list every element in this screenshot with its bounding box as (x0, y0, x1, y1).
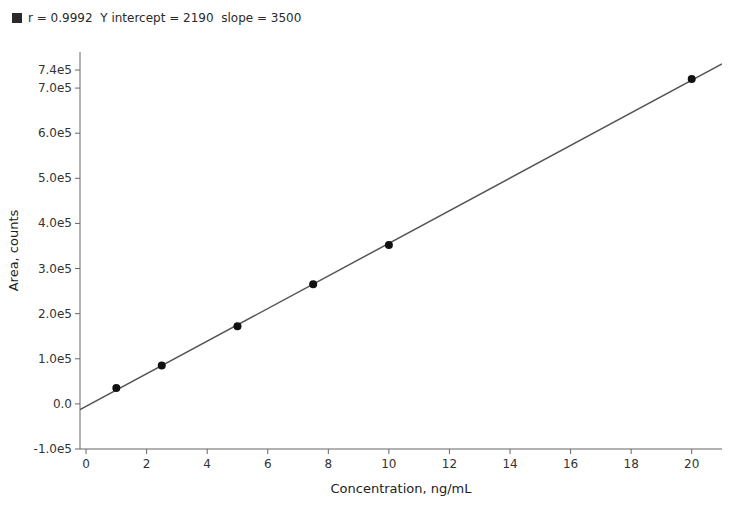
x-tick-label: 6 (264, 457, 272, 471)
y-tick (75, 268, 80, 269)
chart: 0 2 4 6 8 10 12 14 16 18 20 -1.0e5 0.0 1.0e5 2.0e5 3.0e… (0, 0, 750, 507)
x-tick (328, 449, 329, 454)
x-axis-label: Concentration, ng/mL (330, 481, 472, 496)
y-tick-label: 7.4e5 (38, 63, 72, 77)
x-tick (570, 449, 571, 454)
background (0, 0, 750, 507)
y-tick-label: -1.0e5 (34, 442, 72, 456)
x-tick (86, 449, 87, 454)
x-tick (388, 449, 389, 454)
plot-area (80, 64, 722, 410)
x-tick-label: 4 (203, 457, 211, 471)
data-point (233, 322, 241, 330)
x-tick (207, 449, 208, 454)
x-axis-line (80, 449, 722, 450)
y-tick (75, 358, 80, 359)
data-point (112, 384, 120, 392)
x-tick (510, 449, 511, 454)
data-point (309, 280, 317, 288)
annotation-marker (12, 13, 22, 23)
data-point (385, 241, 393, 249)
x-tick (146, 449, 147, 454)
x-tick-label: 8 (325, 457, 333, 471)
x-tick-label: 18 (624, 457, 639, 471)
y-tick (75, 70, 80, 71)
y-tick-label: 4.0e5 (38, 216, 72, 230)
y-axis-line (80, 52, 81, 449)
x-tick-label: 12 (442, 457, 457, 471)
y-tick (75, 88, 80, 89)
x-tick (267, 449, 268, 454)
y-tick-label: 1.0e5 (38, 352, 72, 366)
y-tick (75, 403, 80, 404)
x-tick-label: 2 (143, 457, 151, 471)
x-tick-label: 16 (563, 457, 578, 471)
data-point (158, 362, 166, 370)
y-tick-label: 2.0e5 (38, 307, 72, 321)
y-tick (75, 449, 80, 450)
y-axis-label: Area, counts (6, 209, 21, 291)
y-tick (75, 223, 80, 224)
y-tick-label: 7.0e5 (38, 81, 72, 95)
y-tick-label: 6.0e5 (38, 126, 72, 140)
data-point (688, 75, 696, 83)
x-tick-label: 10 (381, 457, 396, 471)
x-tick-label: 0 (82, 457, 90, 471)
y-tick (75, 178, 80, 179)
y-tick-label: 5.0e5 (38, 171, 72, 185)
x-tick (631, 449, 632, 454)
y-tick (75, 313, 80, 314)
fit-line (80, 64, 722, 410)
x-tick (691, 449, 692, 454)
x-tick-label: 14 (502, 457, 517, 471)
y-tick-label: 0.0 (53, 397, 72, 411)
y-tick (75, 133, 80, 134)
annotation: r = 0.9992 Y intercept = 2190 slope = 35… (28, 11, 301, 25)
x-tick-label: 20 (684, 457, 699, 471)
y-tick-label: 3.0e5 (38, 262, 72, 276)
x-tick (449, 449, 450, 454)
